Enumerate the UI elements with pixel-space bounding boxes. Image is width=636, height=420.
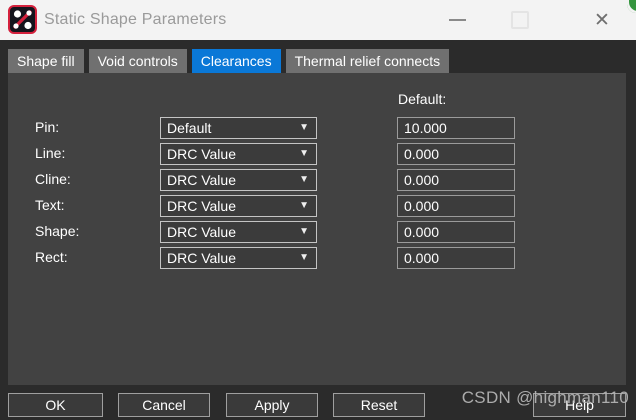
line-dropdown-value: DRC Value — [167, 146, 236, 162]
default-column-header: Default: — [398, 91, 447, 107]
cancel-button[interactable]: Cancel — [118, 393, 210, 417]
ok-button[interactable]: OK — [8, 393, 103, 417]
text-row: Text: DRC Value ▼ — [8, 195, 626, 217]
shape-label: Shape: — [35, 223, 80, 239]
titlebar: Static Shape Parameters ✕ — [0, 0, 636, 40]
tab-shape-fill[interactable]: Shape fill — [8, 49, 84, 73]
chevron-down-icon: ▼ — [299, 252, 309, 263]
help-button[interactable]: Help — [533, 393, 626, 417]
window-title: Static Shape Parameters — [44, 11, 227, 28]
chevron-down-icon: ▼ — [299, 226, 309, 237]
tab-void-controls[interactable]: Void controls — [88, 49, 187, 73]
corner-artifact — [627, 0, 636, 13]
cline-label: Cline: — [35, 171, 71, 187]
shape-row: Shape: DRC Value ▼ — [8, 221, 626, 243]
maximize-button[interactable] — [503, 0, 537, 40]
rect-dropdown-value: DRC Value — [167, 250, 236, 266]
text-dropdown[interactable]: DRC Value ▼ — [160, 195, 317, 217]
line-dropdown[interactable]: DRC Value ▼ — [160, 143, 317, 165]
cline-default-input[interactable] — [397, 169, 515, 191]
cline-row: Cline: DRC Value ▼ — [8, 169, 626, 191]
tab-thermal-relief-connects[interactable]: Thermal relief connects — [285, 49, 450, 73]
reset-button[interactable]: Reset — [333, 393, 425, 417]
pin-default-input[interactable] — [397, 117, 515, 139]
text-label: Text: — [35, 197, 65, 213]
pin-label: Pin: — [35, 119, 60, 135]
rect-dropdown[interactable]: DRC Value ▼ — [160, 247, 317, 269]
line-row: Line: DRC Value ▼ — [8, 143, 626, 165]
cline-dropdown-value: DRC Value — [167, 172, 236, 188]
chevron-down-icon: ▼ — [299, 148, 309, 159]
shape-dropdown[interactable]: DRC Value ▼ — [160, 221, 317, 243]
app-icon — [8, 5, 37, 34]
close-button[interactable]: ✕ — [594, 9, 610, 31]
chevron-down-icon: ▼ — [299, 122, 309, 133]
line-label: Line: — [35, 145, 66, 161]
line-default-input[interactable] — [397, 143, 515, 165]
shape-default-input[interactable] — [397, 221, 515, 243]
pin-dropdown[interactable]: Default ▼ — [160, 117, 317, 139]
pin-dropdown-value: Default — [167, 120, 212, 136]
text-dropdown-value: DRC Value — [167, 198, 236, 214]
chevron-down-icon: ▼ — [299, 200, 309, 211]
cline-dropdown[interactable]: DRC Value ▼ — [160, 169, 317, 191]
minimize-button[interactable] — [440, 0, 474, 40]
minimize-icon — [448, 19, 466, 21]
apply-button[interactable]: Apply — [226, 393, 318, 417]
pin-row: Pin: Default ▼ — [8, 117, 626, 139]
rect-default-input[interactable] — [397, 247, 515, 269]
maximize-icon — [511, 11, 529, 29]
clearances-panel: Default: Pin: Default ▼ Line: DRC Value … — [8, 73, 626, 385]
tab-clearances[interactable]: Clearances — [191, 49, 281, 73]
text-default-input[interactable] — [397, 195, 515, 217]
rect-row: Rect: DRC Value ▼ — [8, 247, 626, 269]
tab-bar: Shape fill Void controls Clearances Ther… — [8, 49, 450, 73]
shape-dropdown-value: DRC Value — [167, 224, 236, 240]
rect-label: Rect: — [35, 249, 68, 265]
chevron-down-icon: ▼ — [299, 174, 309, 185]
